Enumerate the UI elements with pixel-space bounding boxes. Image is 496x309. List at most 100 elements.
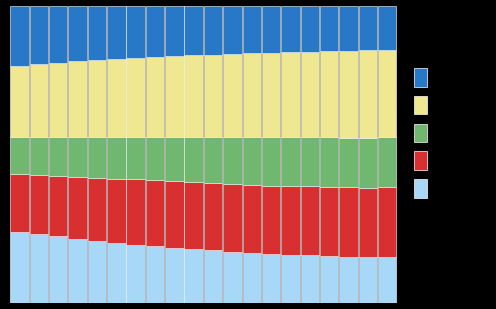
Bar xyxy=(339,6,358,51)
Bar xyxy=(49,176,67,236)
Bar xyxy=(126,137,145,180)
Bar xyxy=(223,6,242,54)
Bar xyxy=(223,137,242,184)
Bar xyxy=(126,6,145,58)
Bar xyxy=(10,232,29,303)
Bar xyxy=(88,137,106,178)
Bar xyxy=(378,188,396,257)
Bar xyxy=(262,185,280,254)
Bar xyxy=(378,6,396,50)
Bar xyxy=(10,174,29,232)
Bar xyxy=(88,60,106,137)
Bar xyxy=(165,248,184,303)
Bar xyxy=(223,54,242,137)
Bar xyxy=(165,56,184,137)
Bar xyxy=(30,234,48,303)
Bar xyxy=(223,184,242,252)
Bar xyxy=(30,6,48,64)
Bar xyxy=(146,57,164,137)
Bar xyxy=(204,137,222,183)
Bar xyxy=(107,6,125,59)
Bar xyxy=(185,55,203,137)
Bar xyxy=(378,257,396,303)
Bar xyxy=(320,6,338,51)
Bar xyxy=(10,137,29,174)
Bar xyxy=(88,6,106,60)
Bar xyxy=(281,6,300,52)
Bar xyxy=(204,6,222,54)
Bar xyxy=(262,6,280,53)
Bar xyxy=(301,255,319,303)
Bar xyxy=(107,137,125,179)
Bar xyxy=(88,178,106,241)
Bar xyxy=(301,52,319,138)
Bar xyxy=(243,185,261,253)
Bar xyxy=(49,236,67,303)
Bar xyxy=(359,6,377,50)
Bar xyxy=(320,138,338,187)
Bar xyxy=(301,138,319,186)
Bar xyxy=(359,50,377,138)
Bar xyxy=(281,52,300,138)
Bar xyxy=(146,246,164,303)
Bar xyxy=(204,183,222,250)
Bar xyxy=(126,245,145,303)
Bar xyxy=(320,51,338,138)
Bar xyxy=(107,179,125,243)
Bar xyxy=(301,6,319,52)
Bar xyxy=(243,53,261,137)
Bar xyxy=(146,180,164,246)
Bar xyxy=(185,137,203,182)
Bar xyxy=(30,175,48,234)
Bar xyxy=(243,137,261,185)
Bar xyxy=(204,250,222,303)
Bar xyxy=(126,180,145,245)
Bar xyxy=(49,62,67,137)
Bar xyxy=(359,188,377,257)
Bar xyxy=(243,253,261,303)
Bar xyxy=(204,54,222,137)
Bar xyxy=(262,53,280,138)
Bar xyxy=(107,243,125,303)
Bar xyxy=(68,61,87,137)
Bar xyxy=(378,50,396,137)
Bar xyxy=(68,177,87,239)
Bar xyxy=(49,137,67,176)
Bar xyxy=(281,255,300,303)
Bar xyxy=(281,138,300,186)
Bar xyxy=(68,239,87,303)
Bar xyxy=(339,138,358,187)
Bar xyxy=(320,187,338,256)
Bar xyxy=(185,182,203,249)
Bar xyxy=(10,66,29,137)
Bar xyxy=(281,186,300,255)
Bar xyxy=(10,6,29,66)
Bar xyxy=(126,58,145,137)
Bar xyxy=(262,138,280,185)
Bar xyxy=(88,241,106,303)
Bar xyxy=(339,187,358,257)
Bar xyxy=(378,137,396,188)
Bar xyxy=(146,6,164,57)
Bar xyxy=(165,181,184,248)
Bar xyxy=(165,6,184,56)
Bar xyxy=(185,249,203,303)
Bar xyxy=(262,254,280,303)
Bar xyxy=(68,6,87,61)
Bar xyxy=(107,59,125,137)
Bar xyxy=(359,257,377,303)
Bar xyxy=(339,257,358,303)
Bar xyxy=(359,138,377,188)
Bar xyxy=(30,137,48,175)
Bar xyxy=(49,6,67,62)
Bar xyxy=(223,252,242,303)
Bar xyxy=(30,64,48,137)
Bar xyxy=(243,6,261,53)
Bar xyxy=(339,51,358,138)
Bar xyxy=(165,137,184,181)
Bar xyxy=(146,137,164,180)
Bar xyxy=(68,137,87,177)
Bar xyxy=(185,6,203,55)
Bar xyxy=(320,256,338,303)
Bar xyxy=(301,186,319,255)
